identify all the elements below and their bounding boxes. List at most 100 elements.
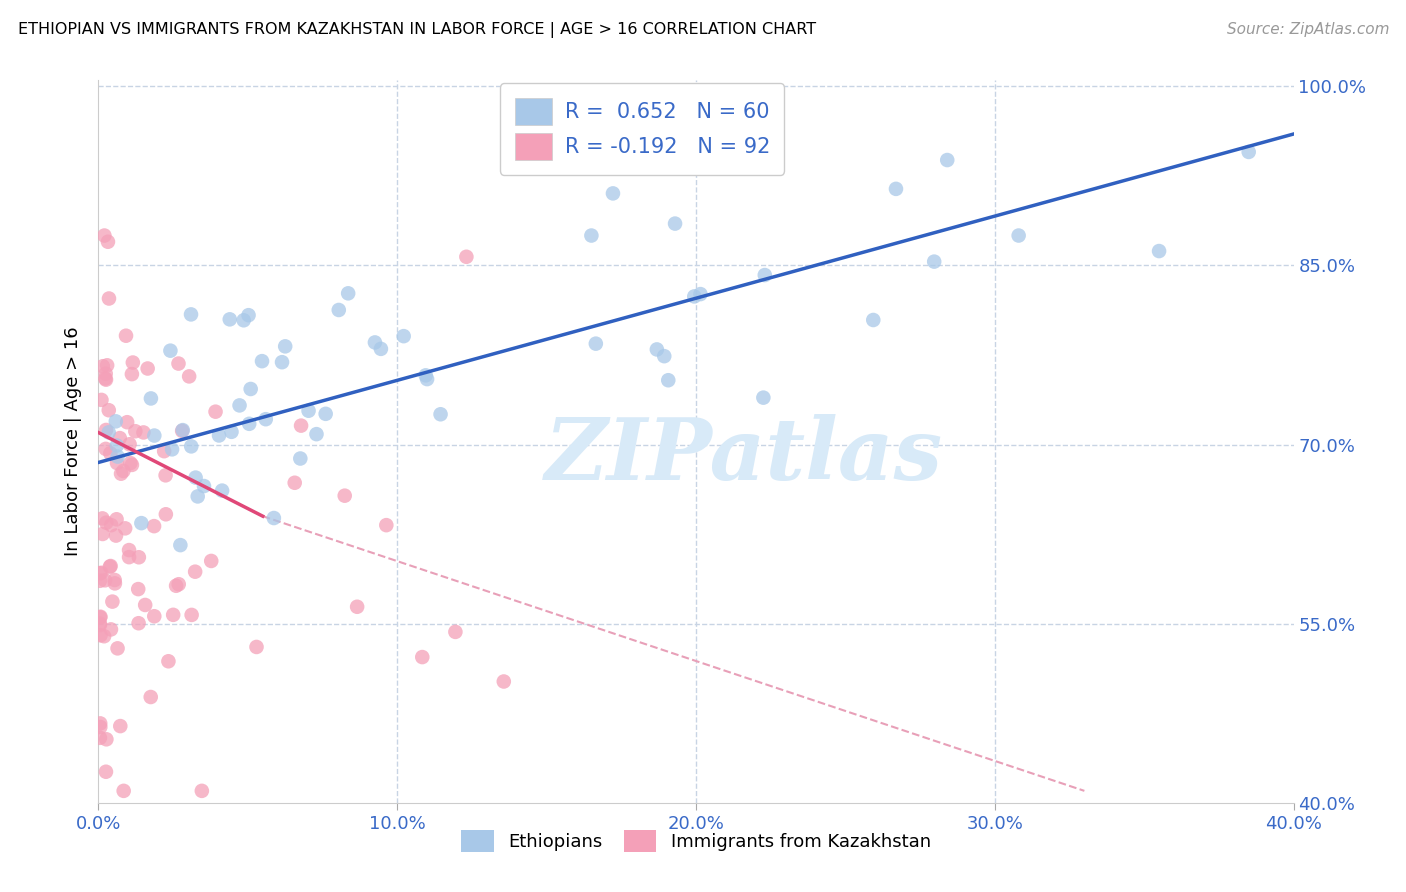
Point bbox=[184, 565, 207, 579]
Point bbox=[108, 431, 131, 445]
Point bbox=[105, 512, 128, 526]
Point bbox=[204, 405, 226, 419]
Point bbox=[180, 607, 202, 622]
Point bbox=[416, 372, 439, 386]
Point bbox=[752, 391, 775, 405]
Point bbox=[115, 328, 138, 343]
Text: Source: ZipAtlas.com: Source: ZipAtlas.com bbox=[1226, 22, 1389, 37]
Point bbox=[127, 582, 149, 596]
Point bbox=[97, 403, 120, 417]
Point bbox=[167, 577, 190, 591]
Point bbox=[172, 423, 194, 437]
Point bbox=[370, 342, 392, 356]
Point bbox=[91, 359, 114, 374]
Y-axis label: In Labor Force | Age > 16: In Labor Force | Age > 16 bbox=[63, 326, 82, 557]
Point bbox=[105, 438, 128, 452]
Point bbox=[94, 373, 117, 387]
Point bbox=[444, 624, 467, 639]
Point bbox=[104, 414, 127, 428]
Point bbox=[1008, 228, 1031, 243]
Point bbox=[754, 268, 776, 282]
Point bbox=[581, 228, 603, 243]
Point bbox=[492, 674, 515, 689]
Point bbox=[346, 599, 368, 614]
Point bbox=[585, 336, 607, 351]
Point bbox=[94, 574, 117, 588]
Point bbox=[936, 153, 959, 167]
Point bbox=[155, 468, 177, 483]
Point bbox=[193, 479, 215, 493]
Point bbox=[98, 446, 121, 460]
Point bbox=[136, 361, 159, 376]
Point bbox=[101, 594, 124, 608]
Point bbox=[105, 456, 128, 470]
Point bbox=[110, 719, 132, 733]
Point bbox=[254, 412, 277, 426]
Point bbox=[315, 407, 337, 421]
Point bbox=[290, 451, 312, 466]
Point bbox=[274, 339, 297, 353]
Point bbox=[337, 286, 360, 301]
Point bbox=[411, 650, 433, 665]
Point bbox=[165, 579, 187, 593]
Point bbox=[456, 250, 478, 264]
Point bbox=[143, 519, 166, 533]
Point bbox=[89, 618, 111, 632]
Point bbox=[93, 228, 115, 243]
Point bbox=[91, 511, 114, 525]
Point bbox=[114, 521, 136, 535]
Point bbox=[121, 458, 143, 472]
Point bbox=[271, 355, 294, 369]
Point bbox=[120, 456, 142, 470]
Point bbox=[90, 566, 112, 580]
Point bbox=[105, 528, 128, 542]
Point bbox=[96, 732, 118, 747]
Point bbox=[118, 543, 141, 558]
Point bbox=[118, 550, 141, 565]
Point bbox=[98, 559, 121, 574]
Point bbox=[89, 574, 111, 588]
Point bbox=[297, 403, 319, 417]
Point bbox=[128, 616, 150, 631]
Point bbox=[112, 464, 135, 478]
Point bbox=[132, 425, 155, 440]
Point bbox=[862, 313, 884, 327]
Point bbox=[250, 354, 273, 368]
Point bbox=[211, 483, 233, 498]
Point bbox=[228, 398, 250, 412]
Point bbox=[333, 489, 356, 503]
Point bbox=[238, 308, 260, 322]
Point bbox=[375, 518, 398, 533]
Point bbox=[179, 369, 201, 384]
Text: ETHIOPIAN VS IMMIGRANTS FROM KAZAKHSTAN IN LABOR FORCE | AGE > 16 CORRELATION CH: ETHIOPIAN VS IMMIGRANTS FROM KAZAKHSTAN … bbox=[18, 22, 817, 38]
Point bbox=[239, 382, 262, 396]
Point bbox=[107, 641, 129, 656]
Point bbox=[100, 559, 122, 574]
Point bbox=[104, 573, 127, 587]
Point bbox=[100, 518, 122, 533]
Point bbox=[208, 428, 231, 442]
Point bbox=[112, 784, 135, 798]
Point bbox=[90, 392, 112, 407]
Point bbox=[187, 490, 209, 504]
Point bbox=[683, 289, 706, 303]
Point bbox=[232, 313, 254, 327]
Point bbox=[162, 607, 184, 622]
Point bbox=[652, 349, 675, 363]
Point bbox=[180, 307, 202, 321]
Point bbox=[169, 538, 191, 552]
Point bbox=[139, 392, 162, 406]
Point bbox=[1147, 244, 1170, 258]
Point bbox=[121, 355, 143, 369]
Point bbox=[143, 609, 166, 624]
Point bbox=[153, 444, 176, 458]
Point bbox=[172, 424, 194, 438]
Point bbox=[191, 784, 214, 798]
Point bbox=[121, 367, 143, 381]
Point bbox=[143, 428, 166, 442]
Point bbox=[96, 516, 118, 530]
Point bbox=[328, 303, 350, 318]
Point bbox=[93, 629, 115, 643]
Point bbox=[155, 508, 177, 522]
Point bbox=[90, 628, 112, 642]
